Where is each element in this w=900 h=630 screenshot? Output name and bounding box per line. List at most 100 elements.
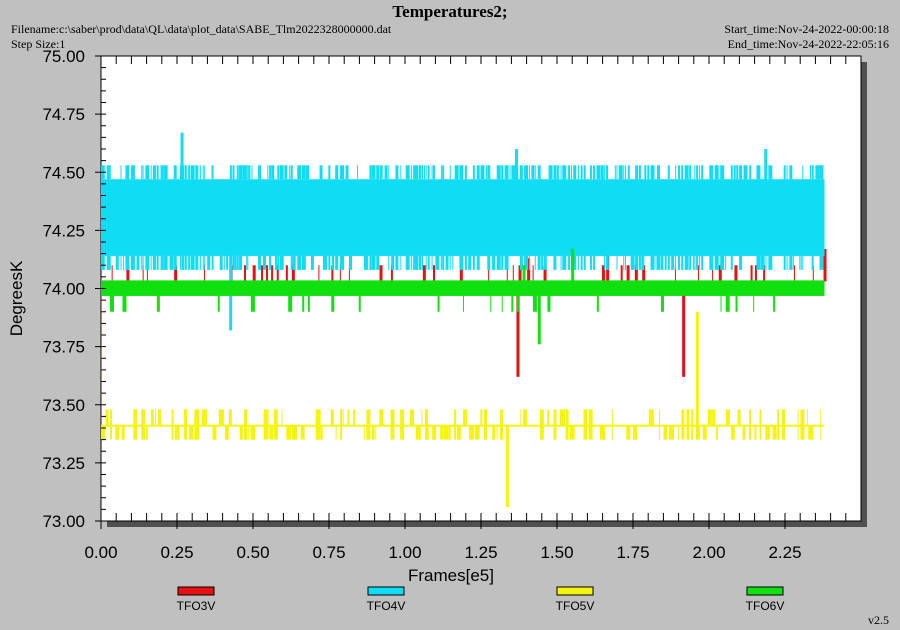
series-tfo4v-mark [468,255,472,270]
series-tfo4v-mark [583,165,586,180]
series-tfo4v-mark [335,255,339,270]
series-tfo4v-mark [414,255,419,270]
series-tfo4v-mark [678,165,681,180]
series-tfo4v-mark [625,255,627,270]
series-tfo4v-mark [699,165,701,180]
series-tfo5v-mark [588,425,593,440]
series-tfo4v-mark [528,255,530,270]
series-tfo4v-mark [811,165,814,180]
series-tfo6v-edge [101,281,102,440]
series-tfo5v-mark [286,425,292,440]
series-tfo4v-mark [720,255,725,270]
series-tfo5v-mark [201,409,207,426]
series-tfo5v-mark [415,425,421,440]
series-tfo5v-mark [633,425,638,440]
series-tfo4v-mark [190,165,195,180]
series-tfo4v-mark [106,165,111,180]
series-tfo4v-mark [675,255,677,270]
series-tfo5v-mark [335,425,337,440]
series-tfo4v-mark [369,165,372,180]
series-tfo6v-spike [571,248,575,289]
series-tfo4v-mark [623,165,625,180]
series-tfo5v-mark [409,409,414,426]
series-tfo4v-mark [802,165,804,180]
series-tfo4v-mark [568,165,571,180]
series-tfo4v-mark [736,165,739,180]
series-tfo4v-mark [537,255,541,270]
series-tfo4v-mark [699,255,701,270]
series-tfo5v-mark [228,409,232,426]
series-tfo4v-mark [163,165,168,180]
series-tfo5v-mark [553,425,557,440]
series-tfo4v-mark [236,165,239,180]
series-tfo3v-mark [203,265,205,282]
series-tfo4v-mark [630,255,635,270]
series-tfo4v-mark [501,255,504,270]
series-tfo6v-mark [358,295,361,312]
series-tfo4v-mark [248,165,251,180]
series-tfo4v-mark [614,165,616,180]
series-tfo4v-mark [340,255,345,270]
series-tfo4v-mark [150,255,152,270]
series-tfo4v-mark [627,165,630,180]
series-tfo4v-mark [440,255,442,270]
series-tfo4v-mark [226,255,229,270]
series-tfo5v-mark [808,425,814,440]
series-tfo4v-mark [696,255,699,270]
series-tfo5v-mark [463,409,468,426]
series-tfo4v-mark [589,255,592,270]
series-tfo5v-mark [611,409,613,426]
series-tfo3v-mark [674,265,676,282]
series-tfo4v-mark [388,165,390,180]
series-tfo3v-mark [712,265,714,282]
series-tfo5v-mark [133,425,138,440]
series-tfo4v-mark [667,255,670,270]
series-tfo4v-mark [608,255,610,270]
series-tfo4v-mark [410,165,412,180]
series-tfo5v-mark [583,409,588,426]
x-tick-label: 0.00 [84,543,117,562]
series-tfo4v-mark [141,165,143,180]
series-tfo5v-mark [754,425,757,440]
series-tfo4v-mark [739,165,743,180]
series-tfo5v-mark [269,425,274,440]
series-tfo4v-mark [577,255,579,270]
series-tfo4v-mark [204,165,206,180]
series-tfo4v-mark [647,165,650,180]
series-tfo4v-mark [445,255,449,270]
series-tfo4v-mark [284,165,288,180]
series-tfo5v-mark [749,425,752,440]
series-tfo4v-mark [125,255,130,270]
series-tfo4v-mark [524,165,529,180]
x-tick-label: 1.75 [616,543,649,562]
series-tfo4v-mark [606,165,609,180]
series-tfo4v-mark [363,255,368,270]
series-tfo4v-mark [242,165,247,180]
y-tick-label: 73.00 [42,512,85,531]
series-tfo4v-mark [650,165,655,180]
series-tfo5v-mark [499,425,503,440]
series-tfo4v-mark [730,165,733,180]
series-tfo5v-mark [194,425,200,440]
series-tfo4v-mark [125,165,130,180]
series-tfo5v-mark [782,409,786,426]
series-tfo5v-mark [520,409,522,426]
series-tfo5v-mark [218,409,224,426]
series-tfo4v-mark [452,255,454,270]
series-tfo5v-mark [443,425,449,440]
series-tfo4v-mark [562,165,567,180]
series-tfo4v-mark [756,165,761,180]
series-tfo3v-mark [642,265,646,282]
series-tfo4v-mark [120,165,122,180]
series-tfo4v-mark [160,255,164,270]
series-tfo4v-mark [760,255,765,270]
series-tfo4v-mark [604,165,606,180]
legend-label-tfo5v: TFO5V [556,599,595,613]
series-tfo5v-mark [702,425,707,440]
series-tfo4v-mark [733,165,736,180]
series-tfo6v-mark [288,295,293,312]
series-tfo4v-mark [644,165,647,180]
series-tfo4v-mark [472,255,475,270]
series-tfo5v-mark [539,409,544,426]
series-tfo4v-mark [496,255,501,270]
